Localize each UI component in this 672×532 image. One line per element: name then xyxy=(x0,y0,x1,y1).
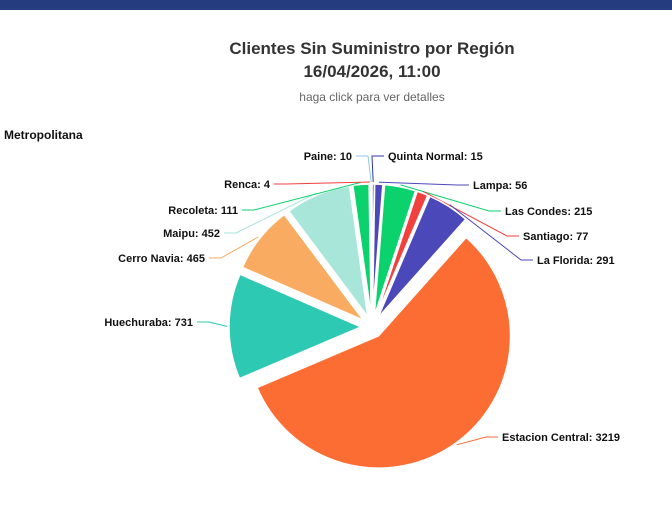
pie-label-quinta-normal[interactable]: Quinta Normal: 15 xyxy=(388,151,483,163)
pie-slice-santiago[interactable] xyxy=(375,190,429,317)
pie-label-estacion-central[interactable]: Estacion Central: 3219 xyxy=(502,432,620,444)
pie-slice-la-florida[interactable] xyxy=(377,195,467,319)
pie-label-paine[interactable]: Paine: 10 xyxy=(304,151,352,163)
pie-connector-la-florida xyxy=(449,204,533,261)
pie-slice-estacion-central[interactable] xyxy=(256,236,512,469)
pie-label-cerro-navia[interactable]: Cerro Navia: 465 xyxy=(118,253,205,265)
pie-connector-quinta-normal xyxy=(371,155,384,183)
chart-title-date: 16/04/2026, 11:00 xyxy=(303,62,441,81)
top-accent-bar xyxy=(0,0,672,10)
pie-connector-estacion-central xyxy=(456,436,498,446)
title-block: Clientes Sin Suministro por Región 16/04… xyxy=(72,37,672,83)
chart-subtitle: haga click para ver detalles xyxy=(299,90,445,104)
chart-title: Clientes Sin Suministro por Región xyxy=(229,39,515,58)
pie-slice-lampa[interactable] xyxy=(371,183,384,317)
pie-slice-maipu[interactable] xyxy=(287,185,369,318)
pie-connector-recoleta xyxy=(242,181,361,211)
pie-label-maipu[interactable]: Maipu: 452 xyxy=(163,228,220,240)
pie-connector-las-condes xyxy=(400,184,501,212)
pie-slice-huechuraba[interactable] xyxy=(228,273,363,380)
pie-connector-cerro-navia xyxy=(209,236,259,259)
pie-slice-las-condes[interactable] xyxy=(373,183,417,317)
pie-slice-paine[interactable] xyxy=(369,183,373,317)
pie-label-las-condes[interactable]: Las Condes: 215 xyxy=(505,206,592,218)
pie-slice-cerro-navia[interactable] xyxy=(241,213,366,323)
pie-label-renca[interactable]: Renca: 4 xyxy=(224,179,271,191)
pie-label-huechuraba[interactable]: Huechuraba: 731 xyxy=(104,317,193,329)
pie-label-la-florida[interactable]: La Florida: 291 xyxy=(537,255,615,267)
pie-connector-maipu xyxy=(224,192,318,234)
pie-label-santiago[interactable]: Santiago: 77 xyxy=(523,231,588,243)
pie-connector-paine xyxy=(356,155,372,183)
pie-connector-lampa xyxy=(378,181,469,186)
pie-connector-huechuraba xyxy=(197,321,228,327)
pie-label-recoleta[interactable]: Recoleta: 111 xyxy=(168,205,238,217)
pie-label-lampa[interactable]: Lampa: 56 xyxy=(473,180,527,192)
pie-connector-renca xyxy=(274,181,371,185)
region-label: Metropolitana xyxy=(4,128,83,142)
